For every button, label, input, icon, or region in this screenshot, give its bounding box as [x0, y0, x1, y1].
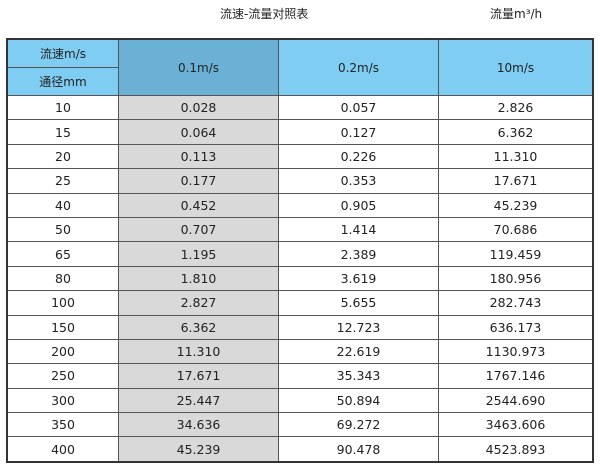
- flow-cell: 2.827: [118, 290, 279, 316]
- flow-cell: 4523.893: [438, 436, 594, 463]
- table-title: 流速-流量对照表: [220, 7, 309, 21]
- diameter-cell: 20: [6, 143, 119, 170]
- flow-cell: 2.826: [438, 94, 594, 121]
- header-row: 流速m/s 0.1m/s 0.2m/s 10m/s: [6, 38, 594, 96]
- flow-cell: 0.127: [278, 119, 439, 145]
- table-row: 100 2.827 5.655 282.743: [6, 290, 594, 316]
- flow-cell: 17.671: [438, 168, 594, 194]
- flow-cell: 45.239: [438, 192, 594, 218]
- flow-cell: 0.905: [278, 192, 439, 218]
- flow-cell: 0.057: [278, 94, 439, 121]
- flow-cell: 2.389: [278, 241, 439, 267]
- flow-cell: 0.064: [118, 119, 279, 145]
- diameter-cell: 200: [6, 338, 119, 365]
- diameter-cell: 400: [6, 436, 119, 463]
- column-header: 0.1m/s: [118, 38, 279, 96]
- flow-cell: 11.310: [438, 143, 594, 170]
- table-row: 40 0.452 0.905 45.239: [6, 192, 594, 218]
- flow-cell: 1767.146: [438, 363, 594, 389]
- flow-cell: 35.343: [278, 363, 439, 389]
- table-row: 400 45.239 90.478 4523.893: [6, 436, 594, 463]
- diameter-cell: 300: [6, 387, 119, 414]
- flow-cell: 50.894: [278, 387, 439, 414]
- flow-cell: 25.447: [118, 387, 279, 414]
- table-row: 50 0.707 1.414 70.686: [6, 216, 594, 243]
- table-row: 25 0.177 0.353 17.671: [6, 168, 594, 194]
- flow-cell: 90.478: [278, 436, 439, 463]
- flow-cell: 0.226: [278, 143, 439, 170]
- flow-cell: 0.707: [118, 216, 279, 243]
- diameter-cell: 50: [6, 216, 119, 243]
- table-row: 350 34.636 69.272 3463.606: [6, 412, 594, 438]
- flow-cell: 22.619: [278, 338, 439, 365]
- diameter-cell: 100: [6, 290, 119, 316]
- column-header: 0.2m/s: [278, 38, 439, 96]
- diameter-label: 通径mm: [6, 67, 119, 96]
- flow-cell: 3.619: [278, 265, 439, 292]
- table-row: 250 17.671 35.343 1767.146: [6, 363, 594, 389]
- flow-cell: 11.310: [118, 338, 279, 365]
- table-row: 80 1.810 3.619 180.956: [6, 265, 594, 292]
- diameter-cell: 40: [6, 192, 119, 218]
- flow-cell: 34.636: [118, 412, 279, 438]
- diameter-cell: 250: [6, 363, 119, 389]
- flow-table: 流速m/s 0.1m/s 0.2m/s 10m/s 通径mm 10 0.028 0.…: [6, 38, 594, 463]
- diameter-cell: 15: [6, 119, 119, 145]
- flow-cell: 1.414: [278, 216, 439, 243]
- flow-cell: 636.173: [438, 314, 594, 340]
- flow-cell: 0.353: [278, 168, 439, 194]
- flow-cell: 3463.606: [438, 412, 594, 438]
- flow-cell: 0.177: [118, 168, 279, 194]
- table-row: 200 11.310 22.619 1130.973: [6, 338, 594, 365]
- table-row: 65 1.195 2.389 119.459: [6, 241, 594, 267]
- flow-cell: 1.810: [118, 265, 279, 292]
- table-row: 150 6.362 12.723 636.173: [6, 314, 594, 340]
- velocity-label: 流速m/s: [6, 38, 119, 68]
- diameter-cell: 65: [6, 241, 119, 267]
- flow-cell: 17.671: [118, 363, 279, 389]
- unit-label: 流量m³/h: [490, 7, 543, 21]
- flow-cell: 70.686: [438, 216, 594, 243]
- flow-cell: 119.459: [438, 241, 594, 267]
- flow-cell: 1.195: [118, 241, 279, 267]
- flow-cell: 282.743: [438, 290, 594, 316]
- flow-cell: 12.723: [278, 314, 439, 340]
- diameter-cell: 80: [6, 265, 119, 292]
- column-header: 10m/s: [438, 38, 594, 96]
- flow-cell: 5.655: [278, 290, 439, 316]
- diameter-cell: 10: [6, 94, 119, 121]
- table-row: 20 0.113 0.226 11.310: [6, 143, 594, 170]
- flow-cell: 6.362: [118, 314, 279, 340]
- flow-cell: 0.028: [118, 94, 279, 121]
- diameter-cell: 150: [6, 314, 119, 340]
- flow-cell: 2544.690: [438, 387, 594, 414]
- flow-cell: 45.239: [118, 436, 279, 463]
- flow-cell: 0.113: [118, 143, 279, 170]
- header-row: 通径mm: [6, 67, 593, 96]
- diameter-cell: 350: [6, 412, 119, 438]
- table-row: 15 0.064 0.127 6.362: [6, 119, 594, 145]
- table-row: 10 0.028 0.057 2.826: [6, 94, 594, 121]
- diameter-cell: 25: [6, 168, 119, 194]
- flow-cell: 1130.973: [438, 338, 594, 365]
- table-row: 300 25.447 50.894 2544.690: [6, 387, 594, 414]
- flow-cell: 180.956: [438, 265, 594, 292]
- flow-cell: 6.362: [438, 119, 594, 145]
- flow-cell: 69.272: [278, 412, 439, 438]
- flow-cell: 0.452: [118, 192, 279, 218]
